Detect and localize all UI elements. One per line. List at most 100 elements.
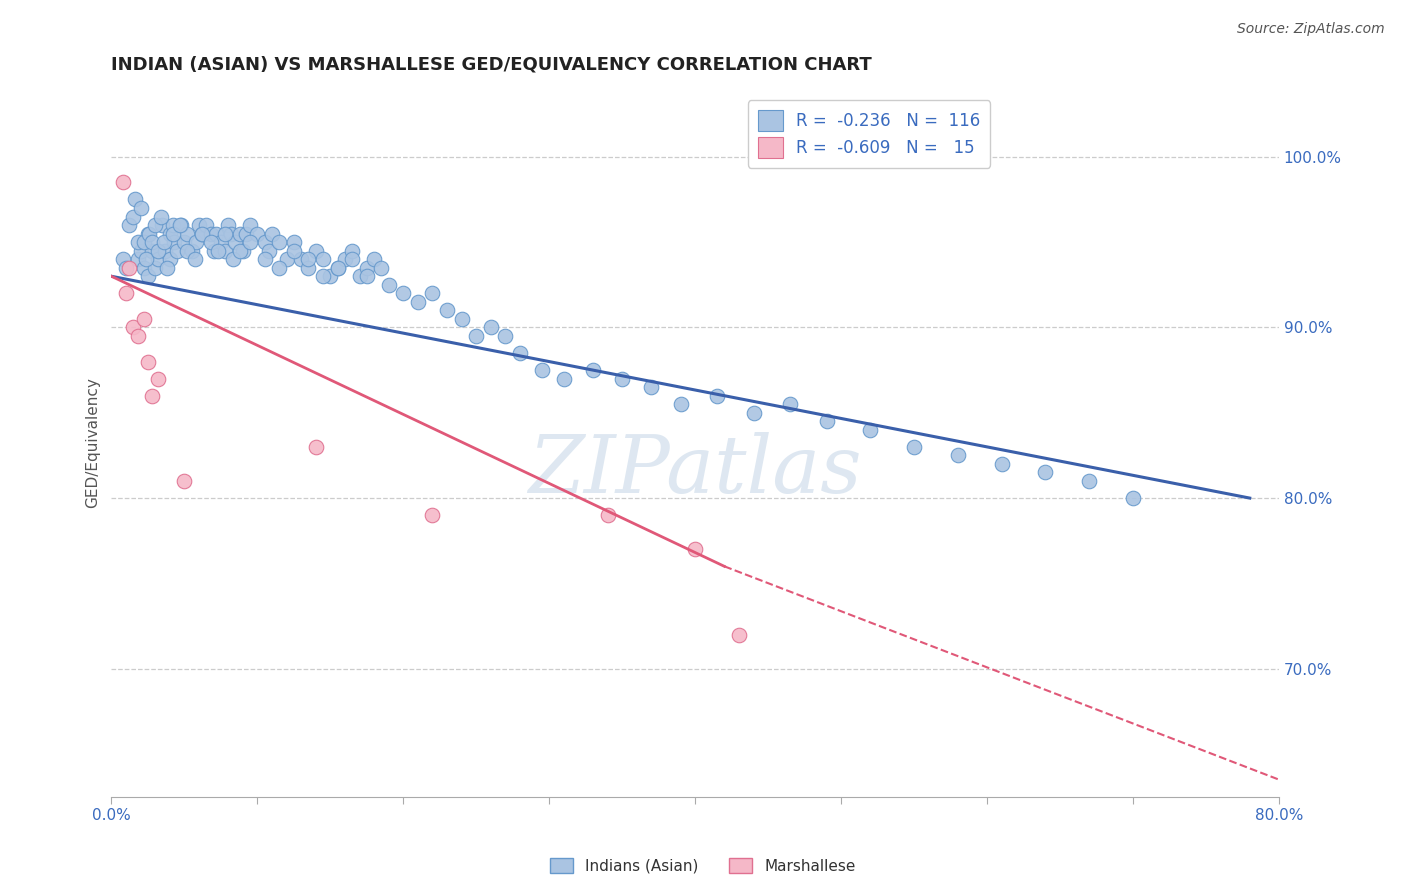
Point (815, 414, 838, 428)
Point (342, 244, 364, 258)
Point (129, 244, 152, 258)
Text: ZIPatlas: ZIPatlas (529, 433, 862, 509)
Point (269, 235, 291, 249)
Point (132, 235, 155, 249)
Point (136, 354, 159, 368)
Point (127, 252, 149, 267)
Point (742, 406, 765, 420)
Point (221, 252, 243, 267)
Point (191, 227, 214, 241)
Point (312, 252, 335, 267)
Point (166, 244, 188, 258)
Point (297, 252, 319, 267)
Point (596, 508, 619, 523)
Point (214, 244, 236, 258)
Point (132, 312, 155, 326)
Point (146, 252, 169, 267)
Point (176, 244, 198, 258)
Point (377, 277, 399, 292)
Point (422, 286, 444, 301)
Point (494, 329, 516, 343)
Point (200, 227, 222, 241)
Point (246, 227, 269, 241)
Point (349, 269, 371, 284)
Point (115, 260, 138, 275)
Point (169, 218, 191, 232)
Point (297, 260, 319, 275)
Point (129, 201, 152, 215)
Point (239, 235, 262, 249)
Point (232, 244, 254, 258)
Point (122, 210, 145, 224)
Point (214, 227, 236, 241)
Point (509, 346, 531, 360)
Point (356, 269, 378, 284)
Point (207, 244, 229, 258)
Point (163, 235, 186, 249)
Point (612, 371, 634, 385)
Point (363, 252, 385, 267)
Point (342, 252, 364, 267)
Point (143, 218, 166, 232)
Point (229, 227, 252, 241)
Point (253, 235, 276, 249)
Point (1078, 474, 1101, 488)
Legend: R =  -0.236   N =  116, R =  -0.609   N =   15: R = -0.236 N = 116, R = -0.609 N = 15 (748, 101, 990, 168)
Point (422, 508, 444, 523)
Point (127, 235, 149, 249)
Point (155, 244, 177, 258)
Point (127, 329, 149, 343)
Point (217, 218, 239, 232)
Point (191, 227, 214, 241)
Point (779, 397, 801, 411)
Point (135, 252, 157, 267)
Point (406, 294, 429, 309)
Point (370, 260, 392, 275)
Point (115, 286, 138, 301)
Point (118, 260, 141, 275)
Point (290, 252, 312, 267)
Point (188, 218, 211, 232)
Point (138, 227, 160, 241)
Point (136, 227, 159, 241)
Point (305, 244, 328, 258)
Point (1122, 491, 1144, 505)
Point (553, 371, 575, 385)
Y-axis label: GED/Equivalency: GED/Equivalency (86, 377, 100, 508)
Point (124, 193, 146, 207)
Point (276, 252, 298, 267)
Point (219, 227, 242, 241)
Point (326, 260, 349, 275)
Point (112, 176, 135, 190)
Point (239, 218, 262, 232)
Point (150, 210, 173, 224)
Point (582, 363, 605, 377)
Point (183, 252, 205, 267)
Point (173, 474, 195, 488)
Legend: Indians (Asian), Marshallese: Indians (Asian), Marshallese (544, 852, 862, 880)
Point (141, 244, 163, 258)
Point (146, 371, 169, 385)
Point (465, 329, 488, 343)
Point (683, 542, 706, 557)
Point (903, 440, 925, 454)
Point (180, 244, 202, 258)
Point (253, 252, 276, 267)
Point (319, 269, 342, 284)
Point (200, 235, 222, 249)
Point (669, 397, 692, 411)
Point (202, 244, 225, 258)
Text: Source: ZipAtlas.com: Source: ZipAtlas.com (1237, 22, 1385, 37)
Point (162, 227, 184, 241)
Point (159, 252, 181, 267)
Point (283, 244, 305, 258)
Point (159, 227, 181, 241)
Point (305, 440, 328, 454)
Point (209, 235, 232, 249)
Point (640, 380, 662, 394)
Point (122, 320, 145, 334)
Point (392, 286, 415, 301)
Point (176, 227, 198, 241)
Point (156, 260, 179, 275)
Point (1035, 466, 1057, 480)
